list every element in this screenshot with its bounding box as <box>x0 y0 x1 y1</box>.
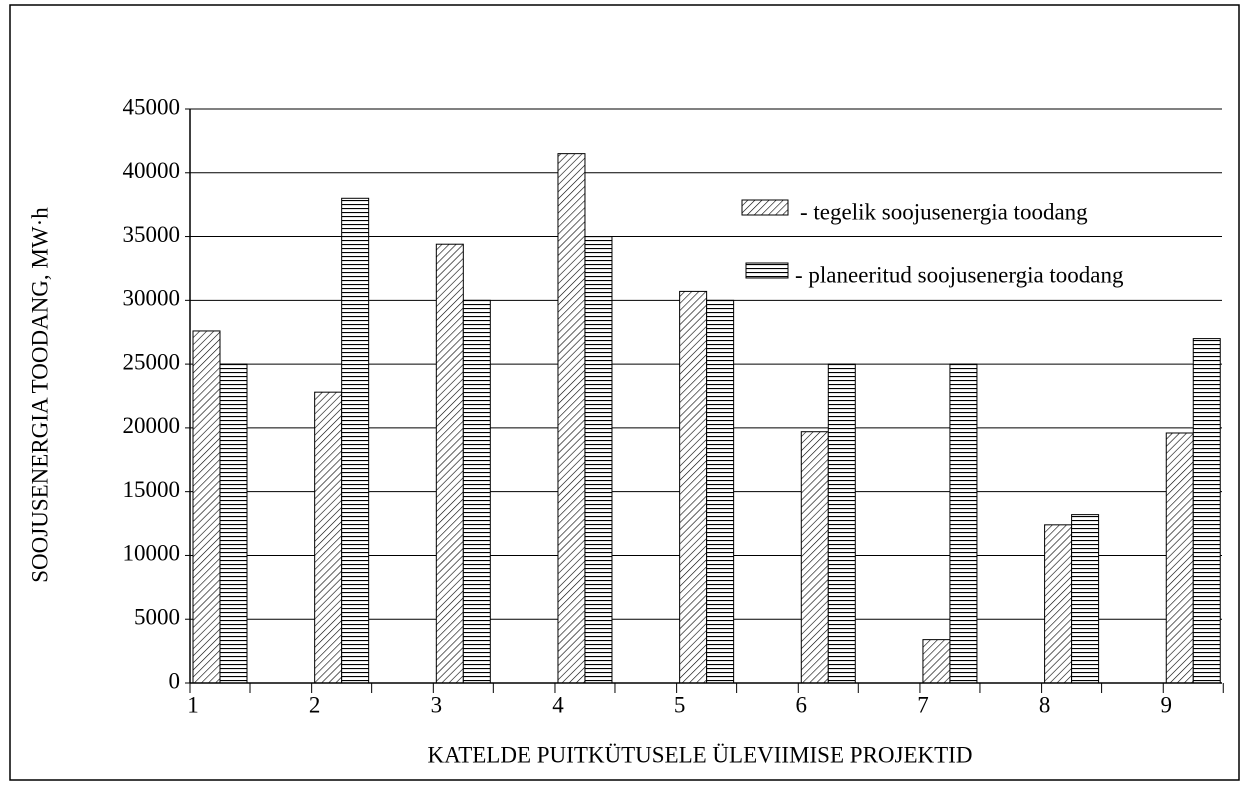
bar <box>1165 432 1194 684</box>
legend-swatch <box>741 199 789 216</box>
y-tick-label: 15000 <box>123 477 181 502</box>
bar <box>192 330 221 684</box>
x-tick-label: 3 <box>431 692 443 717</box>
x-tick-label: 5 <box>674 692 686 717</box>
y-tick-label: 5000 <box>134 605 180 630</box>
bar <box>800 431 829 684</box>
bar <box>827 363 856 684</box>
bar <box>679 290 708 684</box>
x-axis-title: KATELDE PUITKÜTUSELE ÜLEVIIMISE PROJEKTI… <box>428 742 973 767</box>
bar <box>435 243 464 684</box>
x-tick-label: 7 <box>917 692 929 717</box>
y-tick-label: 35000 <box>123 222 181 247</box>
bar <box>922 639 951 684</box>
bar <box>1071 514 1100 684</box>
bar <box>949 363 978 684</box>
y-tick-label: 40000 <box>123 158 181 183</box>
x-tick-label: 4 <box>552 692 564 717</box>
y-tick-label: 25000 <box>123 349 181 374</box>
bar <box>1192 338 1221 684</box>
y-tick-label: 10000 <box>123 541 181 566</box>
x-tick-label: 9 <box>1161 692 1173 717</box>
x-tick-label: 2 <box>309 692 321 717</box>
bars <box>192 153 1221 684</box>
legend: - tegelik soojusenergia toodang - planeer… <box>741 199 1124 287</box>
legend-label: - tegelik soojusenergia toodang <box>800 199 1088 224</box>
bar <box>1044 524 1073 684</box>
bar <box>706 299 735 684</box>
bar <box>462 299 491 684</box>
x-tick-label: 1 <box>187 692 199 717</box>
y-axis-title: SOOJUSENERGIA TOODANG, MW·h <box>27 207 52 583</box>
frame <box>9 4 1240 781</box>
x-tick-label: 8 <box>1039 692 1051 717</box>
legend-label: - planeeritud soojusenergia toodang <box>795 262 1124 287</box>
bar <box>557 153 586 684</box>
x-tick-label: 6 <box>796 692 808 717</box>
bar <box>341 197 370 684</box>
y-tick-label: 0 <box>169 668 181 693</box>
legend-swatch <box>745 262 789 279</box>
bar <box>219 363 248 684</box>
y-tick-label: 30000 <box>123 286 181 311</box>
bar <box>314 391 343 684</box>
y-tick-label: 20000 <box>123 413 181 438</box>
bar <box>584 236 613 684</box>
y-tick-label: 45000 <box>123 94 181 119</box>
